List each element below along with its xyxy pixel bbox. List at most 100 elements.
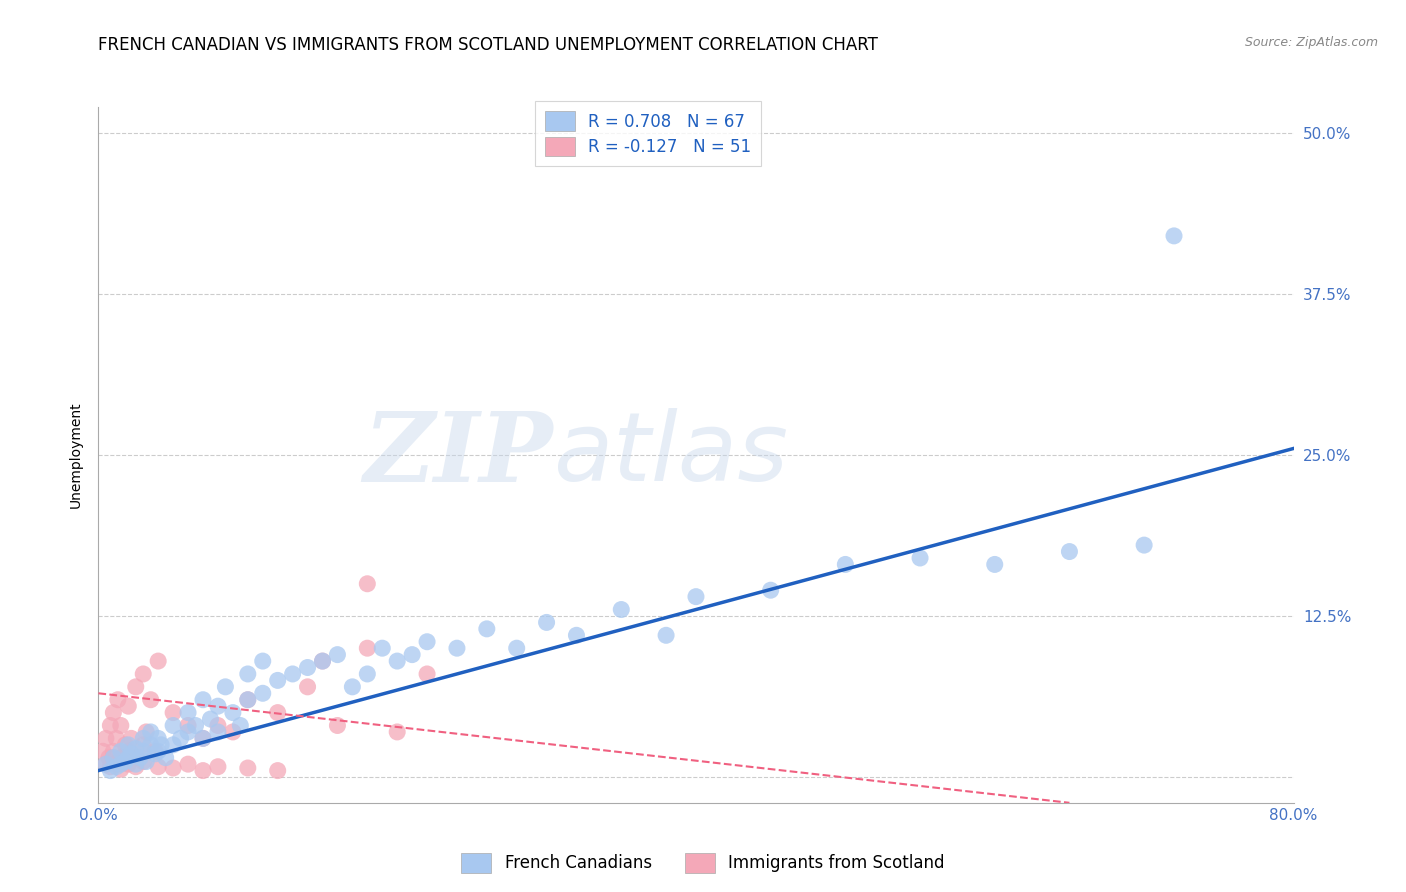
Point [229, 718, 252, 732]
Point [191, 692, 214, 706]
Point [184, 718, 207, 732]
Point [475, 622, 498, 636]
Point [110, 762, 132, 776]
Point [1163, 228, 1185, 243]
Point [110, 718, 132, 732]
Point [207, 699, 229, 714]
Point [132, 731, 155, 746]
Point [401, 648, 423, 662]
Point [139, 692, 162, 706]
Point [120, 731, 142, 746]
Point [135, 725, 157, 739]
Point [135, 755, 157, 769]
Point [356, 576, 378, 591]
Point [416, 667, 439, 681]
Point [114, 755, 136, 769]
Point [385, 725, 409, 739]
Point [105, 757, 128, 772]
Point [267, 673, 290, 688]
Point [94, 757, 117, 772]
Point [177, 725, 200, 739]
Point [129, 750, 152, 764]
Point [98, 718, 122, 732]
Point [984, 558, 1007, 572]
Point [207, 725, 229, 739]
Point [103, 750, 125, 764]
Point [143, 744, 166, 758]
Point [177, 757, 200, 772]
Point [267, 706, 290, 720]
Point [169, 731, 191, 746]
Point [177, 706, 200, 720]
Point [214, 680, 236, 694]
Point [110, 750, 132, 764]
Point [177, 718, 200, 732]
Point [94, 757, 117, 772]
Point [148, 760, 170, 774]
Point [117, 744, 139, 758]
Legend: R = 0.708   N = 67, R = -0.127   N = 51: R = 0.708 N = 67, R = -0.127 N = 51 [534, 102, 762, 166]
Point [143, 747, 166, 761]
Point [297, 660, 319, 674]
Point [132, 744, 155, 758]
Legend: French Canadians, Immigrants from Scotland: French Canadians, Immigrants from Scotla… [454, 847, 952, 880]
Point [125, 741, 148, 756]
Point [98, 760, 122, 774]
Point [150, 738, 173, 752]
Point [236, 761, 259, 775]
Point [685, 590, 707, 604]
Point [110, 744, 132, 758]
Point [191, 731, 214, 746]
Point [117, 750, 139, 764]
Point [326, 718, 349, 732]
Point [536, 615, 558, 630]
Point [162, 761, 184, 775]
Point [103, 706, 125, 720]
Point [565, 628, 588, 642]
Point [252, 654, 274, 668]
Point [371, 641, 394, 656]
Point [311, 654, 333, 668]
Point [207, 760, 229, 774]
Point [356, 667, 378, 681]
Point [311, 654, 333, 668]
Point [139, 738, 162, 752]
Point [125, 750, 148, 764]
Point [98, 764, 122, 778]
Point [908, 551, 931, 566]
Point [94, 731, 117, 746]
Point [125, 680, 148, 694]
Point [114, 738, 136, 752]
Point [207, 718, 229, 732]
Point [759, 583, 782, 598]
Point [97, 750, 120, 764]
Point [655, 628, 678, 642]
Point [342, 680, 364, 694]
Text: Source: ZipAtlas.com: Source: ZipAtlas.com [1244, 36, 1378, 49]
Point [356, 641, 378, 656]
Point [326, 648, 349, 662]
Point [105, 731, 128, 746]
Point [105, 760, 128, 774]
Point [236, 692, 259, 706]
Point [91, 744, 114, 758]
Point [148, 654, 170, 668]
Point [236, 667, 259, 681]
Point [1133, 538, 1156, 552]
Point [103, 744, 125, 758]
Point [120, 747, 142, 761]
Text: atlas: atlas [553, 409, 787, 501]
Point [132, 667, 155, 681]
Point [191, 731, 214, 746]
Point [446, 641, 468, 656]
Y-axis label: Unemployment: Unemployment [69, 401, 83, 508]
Point [506, 641, 529, 656]
Point [267, 764, 290, 778]
Point [155, 750, 177, 764]
Point [162, 706, 184, 720]
Point [297, 680, 319, 694]
Point [281, 667, 304, 681]
Point [103, 750, 125, 764]
Point [162, 738, 184, 752]
Point [107, 692, 129, 706]
